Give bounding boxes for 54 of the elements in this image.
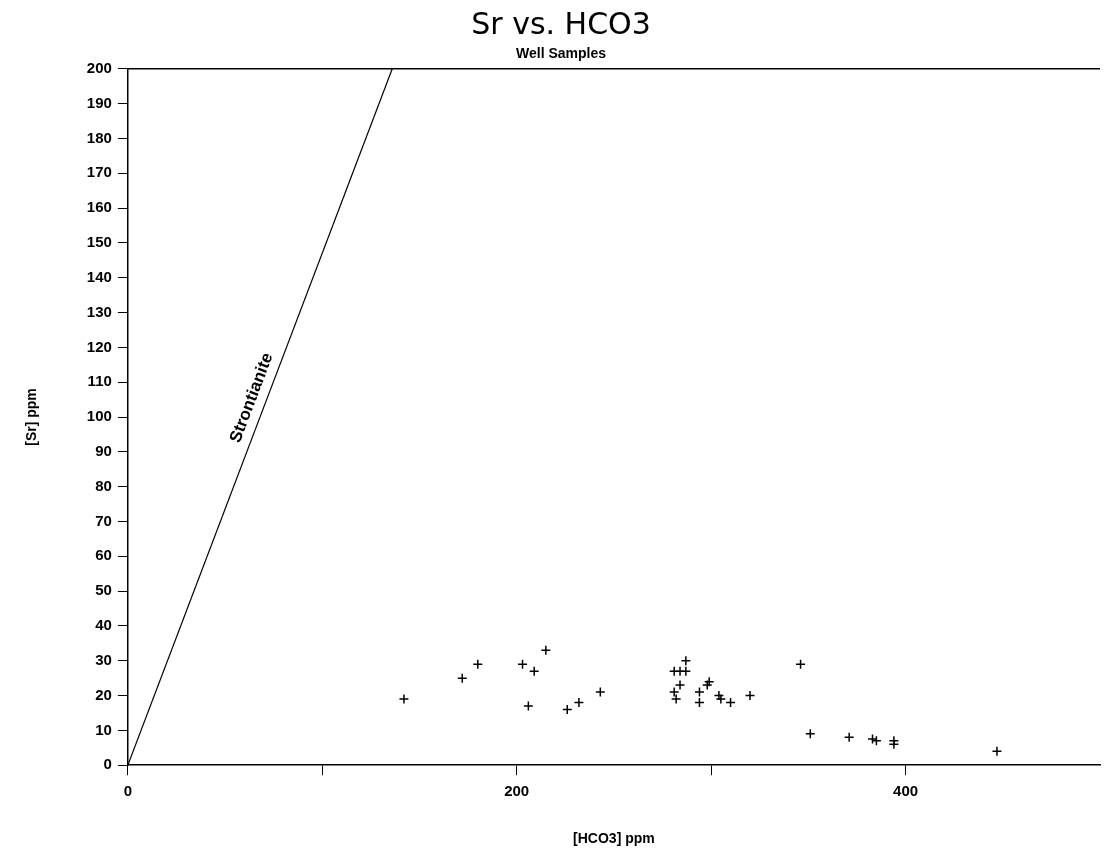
y-tick-label: 150 (86, 233, 112, 251)
point (694, 686, 705, 698)
point (595, 686, 606, 698)
y-tick-label: 30 (95, 650, 112, 668)
y-tick-label: 180 (86, 128, 112, 146)
point (540, 645, 552, 656)
y-tick-label: 110 (87, 372, 112, 390)
point (528, 665, 540, 677)
point (715, 693, 727, 705)
y-tick-label: 60 (95, 546, 112, 564)
point (674, 665, 686, 677)
y-tick-label: 0 (103, 755, 112, 773)
point (805, 728, 816, 740)
y-tick-label: 50 (95, 581, 112, 599)
x-tick-label: 400 (893, 782, 919, 800)
point (991, 746, 1003, 757)
y-tick-label: 90 (95, 441, 112, 459)
x-tick-label: 0 (123, 782, 132, 800)
y-tick-label: 140 (86, 267, 112, 285)
y-tick-label: 100 (86, 407, 112, 425)
point (668, 686, 680, 698)
chart-subtitle: Well Samples (515, 45, 607, 62)
point (472, 658, 484, 670)
y-tick-label: 20 (95, 685, 112, 703)
y-tick-label: 40 (95, 616, 112, 634)
point (523, 700, 534, 712)
y-tick-label: 190 (86, 93, 112, 111)
point (701, 679, 713, 691)
point (398, 693, 410, 705)
y-tick-label: 120 (86, 337, 112, 355)
point (888, 739, 900, 750)
point (744, 690, 756, 701)
x-axis-title: [HCO3] ppm (573, 830, 655, 847)
point (562, 704, 573, 715)
point (871, 735, 882, 747)
x-tick-label: 200 (504, 782, 530, 800)
point (674, 679, 686, 691)
y-tick-label: 80 (95, 476, 112, 494)
point (795, 658, 806, 670)
y-tick-label: 130 (86, 302, 112, 320)
point (457, 672, 468, 684)
point (670, 693, 682, 705)
point (843, 732, 855, 743)
point (573, 697, 585, 708)
point (680, 655, 692, 666)
y-tick-label: 10 (95, 720, 112, 738)
point (703, 676, 715, 687)
point (517, 658, 528, 670)
y-tick-label: 160 (86, 198, 112, 216)
chart-title: Sr vs. HCO3 (471, 5, 651, 41)
y-tick-label: 170 (86, 163, 112, 181)
y-tick-label: 200 (86, 58, 112, 76)
y-tick-label: 70 (95, 511, 112, 529)
y-axis-title: [Sr] ppm (23, 388, 40, 446)
